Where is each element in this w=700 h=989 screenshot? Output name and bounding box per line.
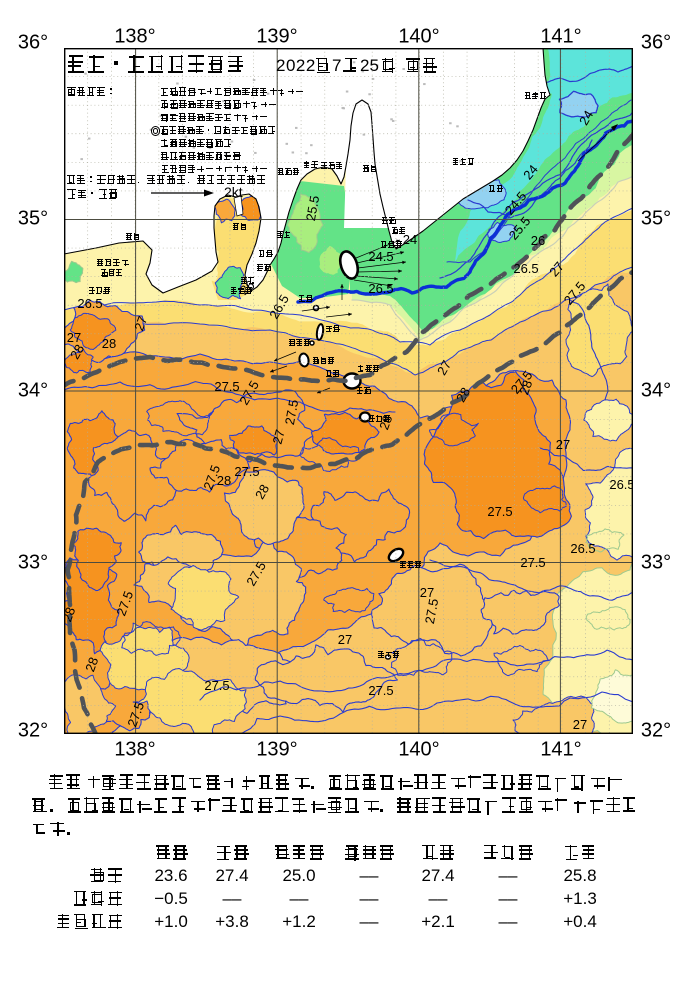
svg-text:28: 28	[64, 605, 78, 624]
svg-text:28: 28	[82, 655, 101, 674]
svg-text:28: 28	[453, 385, 473, 405]
svg-text:24: 24	[403, 232, 417, 247]
svg-text:26.5: 26.5	[609, 477, 633, 492]
svg-text:26.5: 26.5	[570, 541, 595, 556]
svg-text:27: 27	[573, 717, 587, 732]
svg-text:28: 28	[217, 473, 231, 488]
svg-text:27: 27	[270, 428, 288, 446]
svg-text:27: 27	[338, 632, 352, 647]
svg-text:27.5: 27.5	[520, 555, 545, 570]
svg-text:27: 27	[434, 358, 454, 378]
svg-text:24.5: 24.5	[368, 249, 393, 264]
svg-text:25.5: 25.5	[303, 194, 322, 222]
svg-text:26.5: 26.5	[513, 261, 538, 276]
svg-text:27.5: 27.5	[214, 379, 239, 394]
svg-text:27.5: 27.5	[422, 597, 441, 625]
svg-text:28: 28	[67, 342, 87, 362]
svg-text:27: 27	[131, 314, 150, 333]
svg-text:27.5: 27.5	[282, 398, 301, 426]
svg-text:27.5: 27.5	[368, 683, 393, 698]
svg-text:26.5: 26.5	[77, 296, 102, 311]
svg-text:28: 28	[252, 482, 272, 502]
svg-text:27: 27	[556, 437, 570, 452]
svg-text:26: 26	[531, 233, 545, 248]
svg-text:27.5: 27.5	[204, 678, 229, 693]
svg-text:27.5: 27.5	[234, 464, 259, 479]
svg-text:27: 27	[67, 330, 81, 345]
svg-text:27: 27	[420, 585, 434, 600]
svg-text:27.5: 27.5	[487, 504, 512, 519]
svg-text:24: 24	[576, 108, 596, 128]
svg-text:28: 28	[516, 378, 535, 397]
svg-text:26.5: 26.5	[368, 281, 393, 296]
svg-text:28: 28	[102, 336, 116, 351]
